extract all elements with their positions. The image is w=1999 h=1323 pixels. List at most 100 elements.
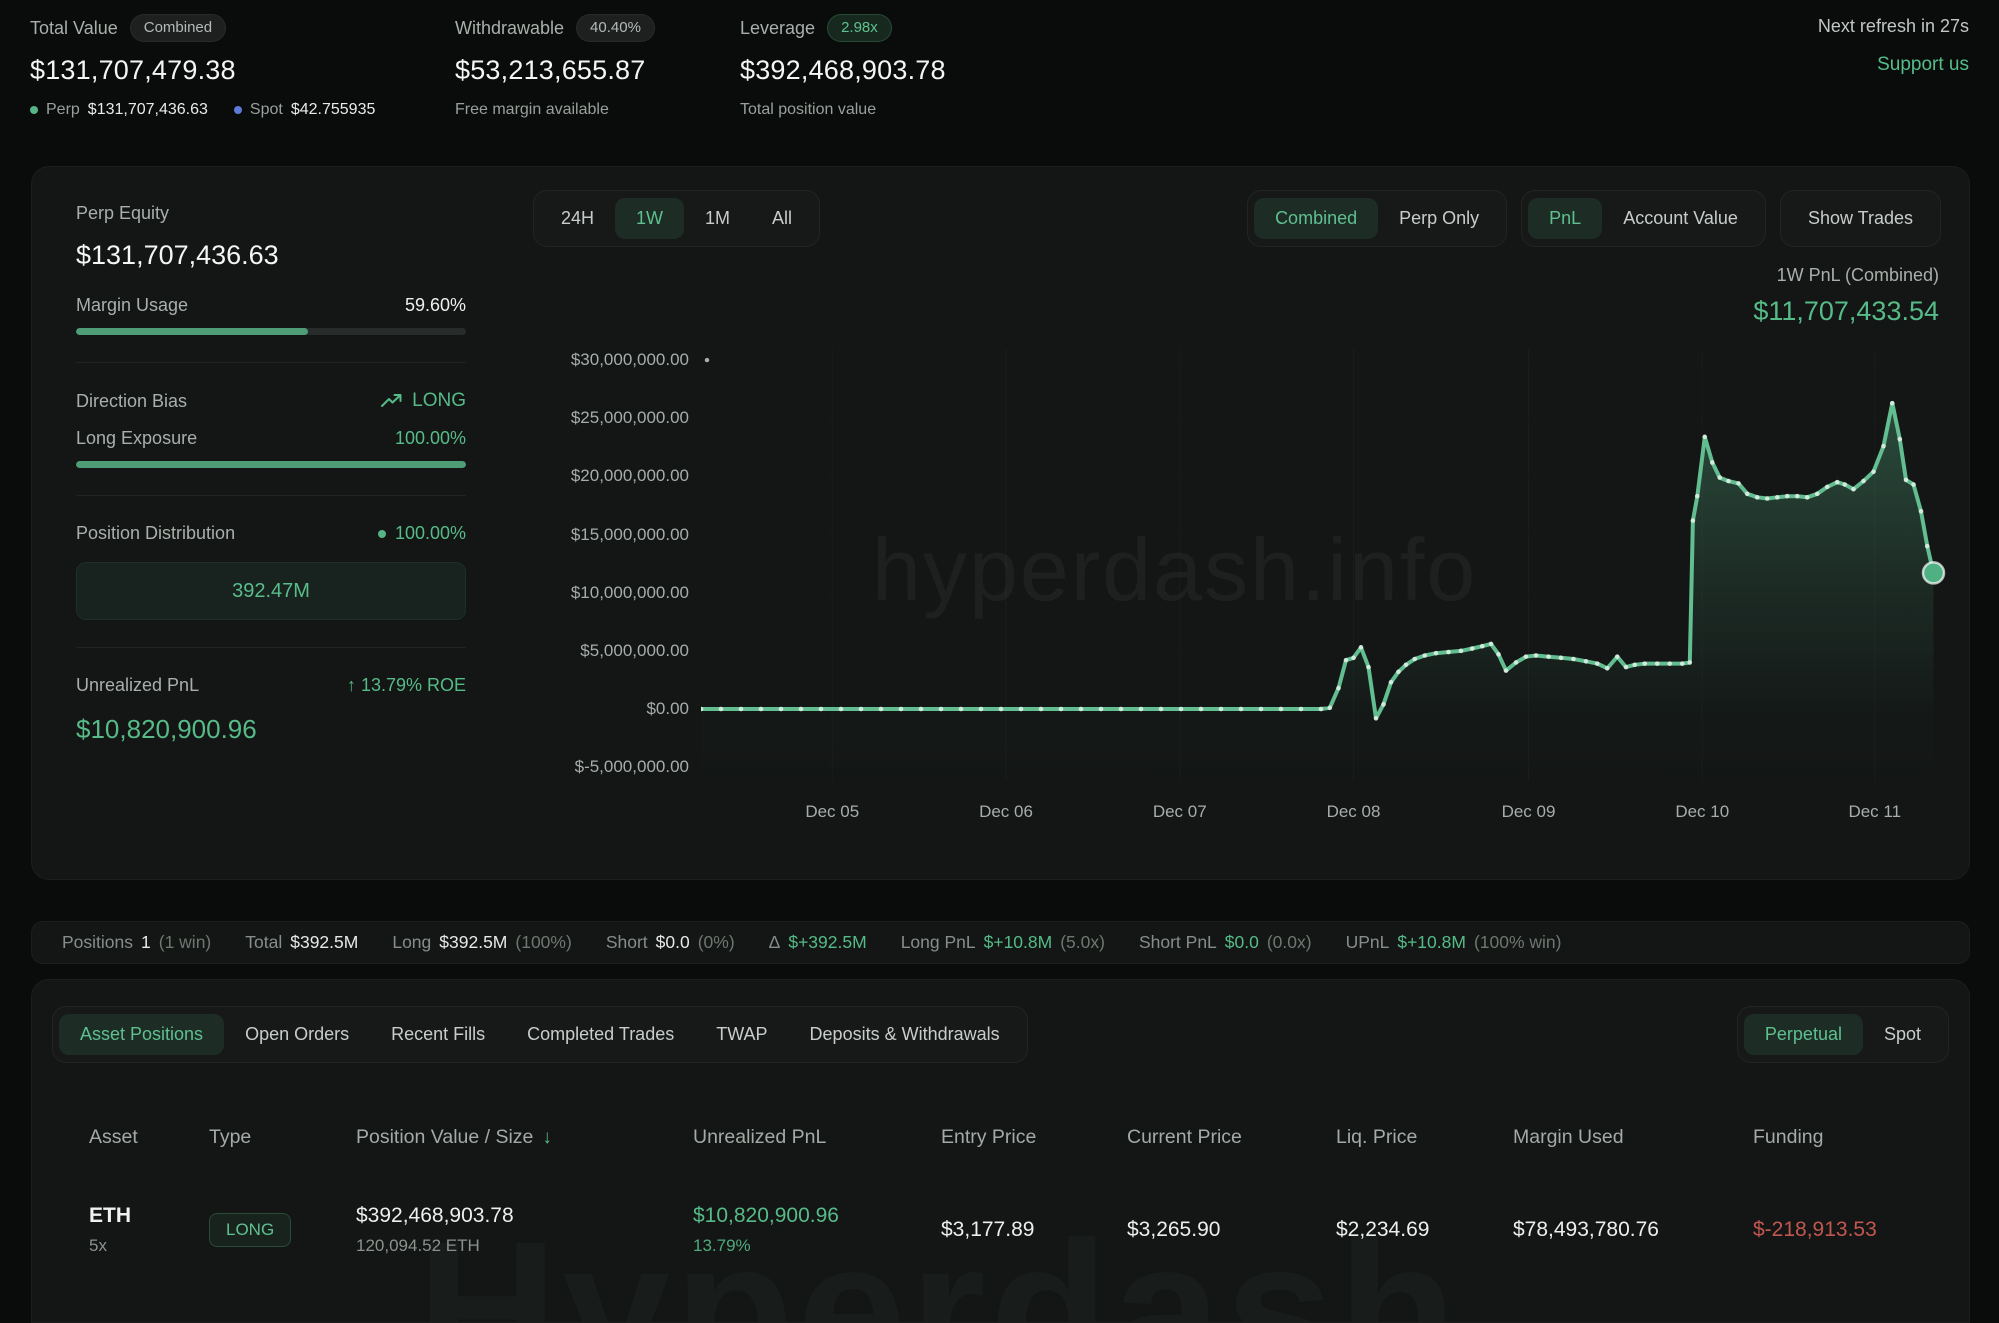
position-value: $392,468,903.78 (356, 1204, 514, 1227)
margin-used: $78,493,780.76 (1513, 1218, 1659, 1241)
position-row-eth[interactable]: ETH 5x LONG $392,468,903.78 120,094.52 E… (32, 1190, 1969, 1270)
scope-perp-only[interactable]: Perp Only (1378, 198, 1500, 239)
margin-usage-label: Margin Usage (76, 295, 189, 315)
row-unrealized-pnl: $10,820,900.96 (693, 1204, 839, 1227)
spot-value: $42.755935 (290, 101, 376, 118)
y-tick: $-5,000,000.00 (574, 757, 689, 777)
long-exposure-value: 100.00% (394, 428, 466, 448)
position-distribution-label: Position Distribution (76, 523, 236, 543)
total-value-amount: $131,707,479.38 (30, 55, 236, 85)
direction-bias-value: LONG (412, 390, 466, 411)
market-perpetual[interactable]: Perpetual (1743, 1014, 1863, 1055)
stat-total: Total $392.5M (245, 932, 359, 952)
market-spot[interactable]: Spot (1863, 1014, 1942, 1055)
chart-pnl-value: $11,707,433.54 (1753, 296, 1939, 326)
header-current-price[interactable]: Current Price (1127, 1126, 1242, 1148)
row-roe: 13.79% (693, 1236, 751, 1255)
perp-label: Perp (46, 101, 80, 118)
time-range-tabs: 24H 1W 1M All (533, 190, 821, 247)
withdrawable-metric: Withdrawable 40.40% $53,213,655.87 Free … (455, 14, 655, 119)
direction-bias-label: Direction Bias (76, 390, 188, 411)
show-trades-button[interactable]: Show Trades (1787, 198, 1934, 239)
header-liq-price[interactable]: Liq. Price (1336, 1126, 1418, 1148)
x-tick: Dec 05 (805, 802, 860, 821)
y-tick: $10,000,000.00 (570, 582, 689, 602)
stat-long: Long $392.5M (100%) (392, 932, 572, 952)
tab-twap[interactable]: TWAP (695, 1014, 788, 1055)
tab-recent-fills[interactable]: Recent Fills (370, 1014, 506, 1055)
stat-short: Short $0.0 (0%) (605, 932, 735, 952)
scope-combined[interactable]: Combined (1254, 198, 1379, 239)
x-tick: Dec 09 (1501, 802, 1556, 821)
chart-y-axis: $30,000,000.00 $25,000,000.00 $20,000,000.… (32, 341, 689, 801)
current-price: $3,265.90 (1127, 1218, 1221, 1241)
chart-x-axis: Dec 05 Dec 06 Dec 07 Dec 08 Dec 09 Dec 10 Dec … (701, 802, 1951, 826)
header-entry-price[interactable]: Entry Price (941, 1126, 1037, 1148)
asset-leverage: 5x (89, 1236, 107, 1255)
scope-tabs: Combined Perp Only (1247, 190, 1508, 247)
header-type[interactable]: Type (209, 1126, 252, 1148)
spot-dot-icon (233, 106, 242, 114)
y-tick: $0.00 (646, 699, 689, 718)
entry-price: $3,177.89 (941, 1218, 1035, 1241)
liq-price: $2,234.69 (1336, 1218, 1430, 1241)
header-unrealized-pnl[interactable]: Unrealized PnL (693, 1126, 827, 1148)
divider (76, 647, 466, 648)
withdrawable-amount: $53,213,655.87 (455, 55, 646, 85)
perp-equity-label: Perp Equity (76, 203, 170, 223)
account-summary-panel: Perp Equity $131,707,436.63 Margin Usage… (76, 203, 466, 745)
tab-completed-trades[interactable]: Completed Trades (506, 1014, 695, 1055)
long-exposure-label: Long Exposure (76, 428, 198, 448)
trending-up-icon (381, 393, 402, 407)
metric-account-value[interactable]: Account Value (1602, 198, 1759, 239)
header-asset[interactable]: Asset (89, 1126, 138, 1148)
long-exposure-bar (76, 461, 466, 468)
tab-deposits-withdrawals[interactable]: Deposits & Withdrawals (789, 1014, 1021, 1055)
range-24h[interactable]: 24H (540, 198, 615, 239)
pnl-area-chart[interactable] (701, 341, 1951, 801)
withdrawable-sub: Free margin available (455, 101, 609, 118)
market-type-tabs: Perpetual Spot (1736, 1006, 1949, 1063)
position-size: 120,094.52 ETH (356, 1236, 480, 1255)
tab-open-orders[interactable]: Open Orders (224, 1014, 370, 1055)
perp-equity-value: $131,707,436.63 (76, 240, 279, 270)
header-margin-used[interactable]: Margin Used (1513, 1126, 1624, 1148)
metric-tabs: PnL Account Value (1521, 190, 1766, 247)
y-tick: $25,000,000.00 (570, 408, 689, 428)
y-tick: $30,000,000.00 (570, 350, 689, 370)
divider (76, 362, 466, 363)
withdrawable-pct-badge: 40.40% (576, 14, 655, 42)
support-us-link[interactable]: Support us (1877, 54, 1969, 75)
range-1w[interactable]: 1W (615, 198, 685, 239)
divider (76, 495, 466, 496)
refresh-countdown: Next refresh in 27s (1817, 16, 1969, 36)
withdrawable-label: Withdrawable (455, 17, 565, 38)
leverage-amount: $392,468,903.78 (740, 55, 946, 85)
positions-summary-bar: Positions 1 (1 win) Total $392.5M Long $392.5M… (31, 921, 1970, 964)
total-value-label: Total Value (30, 17, 118, 38)
combined-badge[interactable]: Combined (129, 14, 227, 42)
funding: $-218,913.53 (1753, 1218, 1877, 1241)
range-all[interactable]: All (751, 198, 813, 239)
total-value-metric: Total Value Combined $131,707,479.38 Per… (30, 14, 375, 119)
asset-name: ETH (89, 1204, 131, 1227)
metric-pnl[interactable]: PnL (1528, 198, 1603, 239)
tab-asset-positions[interactable]: Asset Positions (59, 1014, 225, 1055)
header-funding[interactable]: Funding (1753, 1126, 1824, 1148)
y-tick: $20,000,000.00 (570, 466, 689, 486)
stat-short-pnl: Short PnL $0.0 (0.0x) (1138, 932, 1312, 952)
overview-card: Perp Equity $131,707,436.63 Margin Usage… (31, 166, 1970, 880)
header-position-value-size[interactable]: Position Value / Size ↓ (356, 1126, 552, 1148)
positions-tabs: Asset Positions Open Orders Recent Fills Co… (52, 1006, 1028, 1063)
margin-usage-value: 59.60% (404, 295, 466, 315)
chart-pnl-label: 1W PnL (Combined) (1776, 265, 1939, 285)
stat-positions: Positions 1 (1 win) (62, 932, 212, 952)
stat-upnl: UPnL $+10.8M (100% win) (1345, 932, 1562, 952)
leverage-badge: 2.98x (827, 14, 892, 42)
range-1m[interactable]: 1M (684, 198, 751, 239)
type-badge: LONG (209, 1213, 292, 1247)
position-distribution-box[interactable]: 392.47M (76, 562, 466, 620)
unrealized-pnl-value: $10,820,900.96 (76, 714, 257, 744)
